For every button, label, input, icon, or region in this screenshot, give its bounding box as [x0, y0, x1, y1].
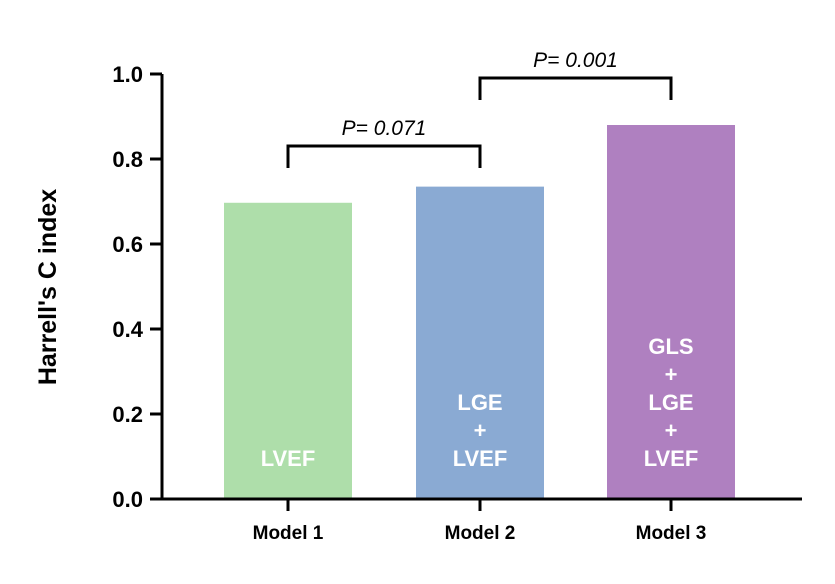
- x-tick-label-2: Model 2: [445, 523, 516, 544]
- y-tick-label-2: 0.4: [112, 317, 143, 342]
- bar-2: [416, 186, 544, 499]
- bar-label-3-line-1: GLS: [648, 334, 693, 359]
- bar-label-3-line-2: +: [665, 362, 678, 387]
- bar-label-3-line-3: LGE: [648, 390, 693, 415]
- significance-bracket-2: [478, 76, 673, 100]
- y-tick-label-4: 0.8: [112, 147, 143, 172]
- y-axis-label: Harrell's C index: [34, 189, 62, 385]
- x-tick-label-3: Model 3: [636, 523, 707, 544]
- p-value-label-1: P= 0.071: [342, 117, 427, 140]
- p-value-label-2: P= 0.001: [533, 49, 618, 72]
- bar-label-2-line-1: LGE: [457, 390, 502, 415]
- bar-label-2-line-2: +: [474, 418, 487, 443]
- bar-label-3-line-4: +: [665, 418, 678, 443]
- bar-3: [607, 125, 735, 499]
- bar-1: [224, 202, 352, 499]
- y-tick-label-3: 0.6: [112, 232, 143, 257]
- y-tick-label-5: 1.0: [112, 62, 143, 87]
- bar-label-2-line-3: LVEF: [453, 446, 508, 471]
- bar-label-1-line-1: LVEF: [261, 446, 316, 471]
- x-tick-label-1: Model 1: [253, 523, 324, 544]
- y-tick-label-1: 0.2: [112, 402, 143, 427]
- bar-label-3-line-5: LVEF: [644, 446, 699, 471]
- y-tick-label-0: 0.0: [112, 487, 143, 512]
- significance-bracket-1: [286, 144, 482, 168]
